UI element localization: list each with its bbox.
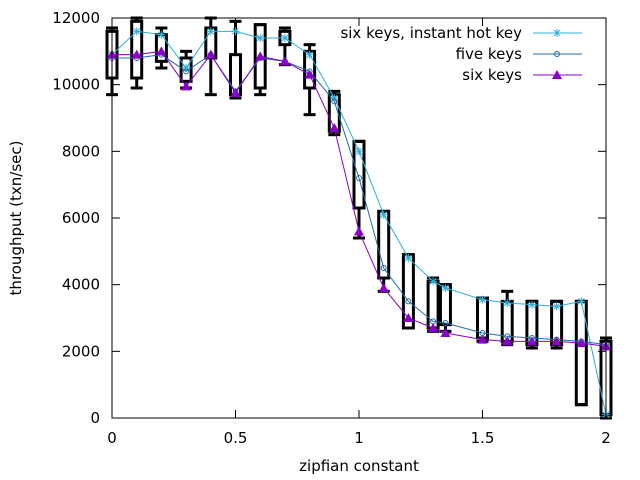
y-tick-label: 8000 — [62, 142, 100, 160]
y-tick-label: 6000 — [62, 209, 100, 227]
series-point — [551, 336, 562, 346]
series-point — [577, 297, 586, 306]
x-tick-label: 0 — [107, 429, 117, 447]
series-point-stroke — [232, 27, 239, 35]
box-plot-item — [574, 299, 588, 407]
series-point — [354, 226, 364, 236]
series-point — [378, 283, 389, 292]
series-point — [379, 210, 388, 219]
y-tick-label: 0 — [90, 409, 100, 427]
legend-label: six keys — [462, 66, 522, 84]
legend: six keys, instant hot key five keys six ke… — [340, 24, 582, 84]
series-point-stroke — [158, 31, 165, 39]
series-point — [231, 27, 240, 36]
series-point — [553, 29, 561, 37]
legend-item: five keys — [456, 45, 582, 63]
series-point — [230, 88, 241, 97]
series-point-stroke — [429, 277, 437, 285]
series-point-stroke — [553, 302, 560, 310]
y-tick-label: 10000 — [52, 76, 100, 94]
series-point — [256, 34, 265, 42]
series-point — [331, 98, 338, 105]
series-point-stroke — [503, 299, 511, 307]
series-layer — [107, 27, 611, 419]
series-point — [527, 300, 536, 309]
series-point — [380, 265, 387, 271]
axes-layer: 0 0.5 1 1.5 2 0 2000 4000 6000 8000 10000 12000 — [52, 9, 610, 447]
series-point — [205, 49, 216, 59]
series-point-stroke — [577, 297, 585, 305]
series-point-stroke — [256, 34, 264, 42]
series-point — [554, 51, 560, 57]
y-axis-label: throughput (txn/sec) — [7, 141, 25, 296]
series-point — [329, 123, 340, 132]
series-point — [156, 46, 167, 56]
series-point-stroke — [355, 147, 363, 155]
box-plot-item — [130, 16, 144, 90]
series-point-stroke — [405, 254, 412, 262]
series-point — [131, 49, 142, 59]
x-axis-label: zipfian constant — [299, 457, 419, 475]
series-point-stroke — [207, 27, 215, 35]
y-tick-label: 2000 — [62, 342, 100, 360]
series-point — [132, 27, 141, 36]
y-tick-label: 4000 — [62, 276, 100, 294]
series-point — [526, 336, 537, 346]
legend-label: five keys — [456, 45, 523, 63]
series-point — [442, 320, 449, 326]
box-plot-layer — [105, 16, 613, 420]
series-point — [356, 175, 362, 181]
series-point-stroke — [553, 29, 561, 37]
series-point — [477, 334, 488, 344]
series-point — [576, 338, 587, 347]
box-plot-item — [229, 19, 242, 100]
series-point-stroke — [442, 284, 449, 292]
series-group — [107, 46, 611, 351]
x-tick-label: 0.5 — [224, 429, 248, 447]
series-point — [183, 68, 190, 75]
series-point — [429, 277, 438, 286]
legend-item: six keys, instant hot key — [340, 24, 582, 42]
series-point — [280, 34, 289, 42]
legend-label: six keys, instant hot key — [340, 24, 522, 42]
box-plot-item — [352, 139, 366, 240]
series-point — [279, 56, 290, 66]
series-point — [552, 70, 562, 79]
series-point — [304, 69, 315, 79]
series-point — [403, 313, 414, 322]
box-rect — [352, 139, 366, 210]
box-rect — [253, 23, 267, 90]
series-point-stroke — [528, 301, 536, 309]
series-point — [157, 30, 166, 39]
series-point — [428, 323, 439, 332]
series-point — [305, 50, 314, 59]
series-point — [441, 284, 450, 292]
series-point-stroke — [281, 34, 289, 42]
series-point-stroke — [380, 211, 388, 219]
series-line — [112, 53, 607, 346]
series-point — [404, 254, 413, 262]
x-tick-label: 1 — [354, 429, 364, 447]
box-plot-item — [253, 23, 267, 97]
x-tick-label: 1.5 — [471, 429, 495, 447]
series-point-stroke — [306, 51, 313, 59]
series-point — [181, 81, 192, 91]
series-point — [405, 298, 412, 305]
y-tick-label: 12000 — [52, 9, 100, 27]
series-point — [206, 27, 215, 36]
series-point-stroke — [133, 27, 141, 35]
box-rect — [500, 299, 514, 343]
series-point — [440, 328, 451, 337]
legend-item: six keys — [462, 66, 582, 84]
series-point — [503, 299, 512, 307]
series-point — [502, 336, 513, 346]
series-point — [478, 295, 487, 304]
series-point — [552, 302, 561, 311]
box-rect — [130, 19, 144, 80]
series-point — [355, 147, 363, 156]
x-tick-label: 2 — [601, 429, 611, 447]
series-point-stroke — [479, 296, 486, 304]
series-point — [255, 51, 266, 61]
